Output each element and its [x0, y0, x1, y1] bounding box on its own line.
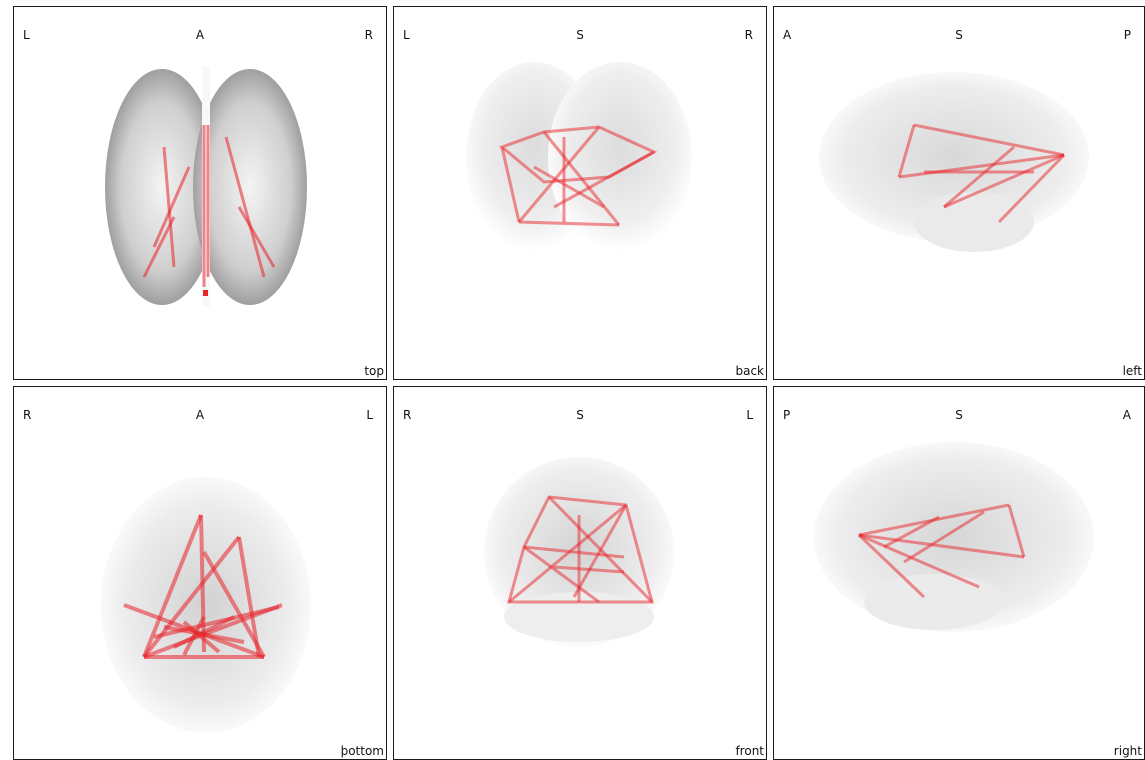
brain-render-back	[466, 62, 692, 252]
panel-top-view[interactable]: L A R top	[13, 6, 387, 380]
orientation-left-label: A	[783, 28, 792, 42]
panel-right-view[interactable]: P S A right	[773, 386, 1145, 760]
orientation-center-label: S	[955, 28, 963, 42]
orientation-center-label: S	[576, 408, 584, 422]
brain-render-front	[484, 457, 674, 647]
orientation-right-label: L	[366, 408, 373, 422]
orientation-left-label: R	[23, 408, 32, 422]
orientation-left-label: L	[23, 28, 30, 42]
orientation-right-label: R	[364, 28, 373, 42]
view-name-label: right	[1113, 744, 1142, 758]
brain-render-bottom	[101, 477, 311, 733]
panel-left-view[interactable]: A S P left	[773, 6, 1145, 380]
view-name-label: top	[364, 364, 384, 378]
orientation-right-label: A	[1122, 408, 1131, 422]
panel-bottom-view[interactable]: R A L þottom	[13, 386, 387, 760]
orientation-right-label: P	[1123, 28, 1131, 42]
view-name-label: left	[1122, 364, 1142, 378]
panel-front-view[interactable]: R S L front	[393, 386, 767, 760]
orientation-right-label: R	[744, 28, 753, 42]
brain-render-left	[819, 72, 1089, 252]
brain-render-right	[814, 442, 1094, 632]
orientation-center-label: A	[195, 408, 205, 422]
orientation-center-label: A	[195, 28, 205, 42]
brain-render-top	[105, 67, 307, 307]
panel-back-view[interactable]: L S R back	[393, 6, 767, 380]
view-name-label: front	[735, 744, 764, 758]
orientation-center-label: S	[576, 28, 584, 42]
orientation-center-label: S	[955, 408, 963, 422]
view-name-label: back	[735, 364, 764, 378]
view-name-label: þottom	[340, 744, 384, 758]
orientation-left-label: P	[783, 408, 791, 422]
orientation-right-label: L	[746, 408, 753, 422]
orientation-left-label: L	[403, 28, 410, 42]
orientation-left-label: R	[403, 408, 412, 422]
